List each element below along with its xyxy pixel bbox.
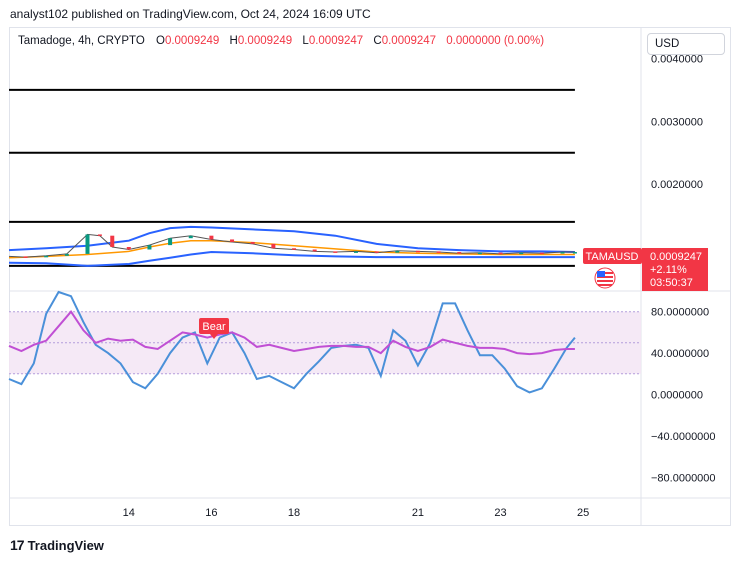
high-key: H — [229, 35, 238, 47]
candle-up[interactable] — [519, 252, 524, 255]
publisher-line: analyst102 published on TradingView.com,… — [10, 7, 371, 21]
bear-label-text: Bear — [202, 321, 226, 333]
stoch-axis-tick-label: 0.0000000 — [651, 390, 703, 402]
tradingview-logo[interactable]: 17 TradingView — [10, 537, 104, 553]
candle-down[interactable] — [271, 243, 276, 249]
ohlc-legend: Tamadoge, 4h, CRYPTO O0.0009249 H0.00092… — [18, 35, 551, 47]
price-badge-ticker: TAMAUSD — [586, 251, 639, 263]
candle-down[interactable] — [126, 247, 131, 250]
price-badge-price: 0.0009247 — [650, 251, 702, 263]
time-axis-tick-label: 14 — [123, 507, 135, 519]
symbol-label[interactable]: Tamadoge, 4h, CRYPTO — [18, 35, 145, 47]
stoch-axis-tick-label: 40.0000000 — [651, 348, 709, 360]
candle-up[interactable] — [353, 251, 358, 253]
candle-down[interactable] — [498, 252, 503, 255]
candle-down[interactable] — [415, 250, 420, 253]
chart-frame — [9, 27, 731, 526]
candle-up[interactable] — [147, 245, 152, 250]
open-key: O — [155, 35, 165, 47]
stoch-d-line[interactable] — [8, 310, 575, 356]
close-key: C — [373, 35, 382, 47]
candle-up[interactable] — [395, 250, 400, 253]
tradingview-logo-text: TradingView — [27, 537, 104, 553]
change-value: 0.0000000 (0.00%) — [446, 35, 545, 47]
stoch-axis-tick-label: −40.0000000 — [651, 431, 716, 443]
high-value: 0.0009249 — [237, 35, 293, 47]
time-axis-tick-label: 18 — [288, 507, 300, 519]
price-close-line[interactable] — [8, 233, 575, 258]
time-axis-tick-label: 23 — [494, 507, 506, 519]
candle-up[interactable] — [44, 255, 49, 258]
stoch-axis-tick-label: −80.0000000 — [651, 472, 716, 484]
candle-down[interactable] — [333, 251, 338, 253]
candle-up[interactable] — [572, 252, 577, 254]
candle-down[interactable] — [230, 239, 235, 242]
candle-down[interactable] — [292, 248, 297, 250]
candle-up[interactable] — [85, 234, 90, 254]
low-key: L — [302, 35, 309, 47]
candle-down[interactable] — [436, 251, 441, 253]
price-badge-change: +2.11% — [650, 264, 687, 276]
bear-label: Bear — [199, 318, 229, 339]
candle-up[interactable] — [168, 238, 173, 246]
candle-down[interactable] — [209, 235, 214, 240]
candle-down[interactable] — [23, 256, 28, 258]
candle-up[interactable] — [560, 252, 565, 254]
candle-up[interactable] — [477, 252, 482, 255]
time-axis-tick-label: 25 — [577, 507, 589, 519]
price-axis-tick-label: 0.0020000 — [651, 179, 703, 191]
candle-up[interactable] — [64, 253, 69, 256]
close-value: 0.0009247 — [381, 35, 437, 47]
price-badge-countdown: 03:50:37 — [650, 277, 693, 289]
us-flag-icon — [594, 267, 616, 289]
candle-down[interactable] — [374, 251, 379, 253]
stoch-k-line[interactable] — [8, 290, 576, 394]
open-value: 0.0009249 — [164, 35, 220, 47]
candle-down[interactable] — [312, 249, 317, 252]
bollinger-lower-line[interactable] — [8, 250, 575, 267]
time-axis-tick-label: 16 — [205, 507, 217, 519]
candle-up[interactable] — [188, 235, 193, 239]
low-value: 0.0009247 — [308, 35, 364, 47]
price-axis-tick-label: 0.0040000 — [651, 53, 703, 65]
candle-down[interactable] — [250, 241, 255, 244]
bollinger-upper-line[interactable] — [8, 225, 575, 253]
candle-down[interactable] — [457, 252, 462, 254]
currency-button[interactable]: USD — [647, 33, 725, 55]
price-badge: TAMAUSD 0.0009247 +2.11% 03:50:37 — [583, 248, 708, 291]
time-axis-tick-label: 21 — [412, 507, 424, 519]
tradingview-logo-icon: 17 — [10, 537, 25, 553]
price-axis-tick-label: 0.0030000 — [651, 116, 703, 128]
candle-down[interactable] — [97, 234, 102, 236]
stoch-axis-tick-label: 80.0000000 — [651, 307, 709, 319]
candle-down[interactable] — [110, 235, 115, 247]
candle-down[interactable] — [539, 252, 544, 255]
